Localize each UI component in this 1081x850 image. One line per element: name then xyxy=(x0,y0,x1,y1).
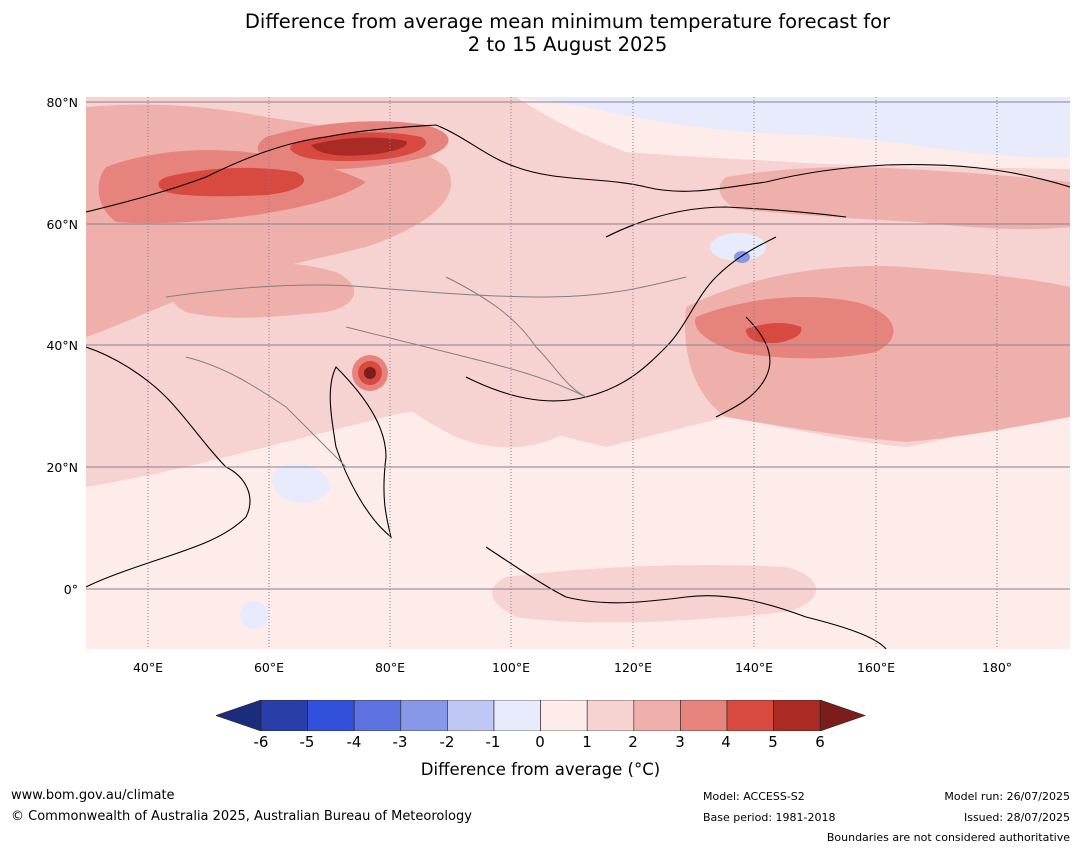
lon-label-100e: 100°E xyxy=(491,660,531,675)
arabia-africa-coastline xyxy=(86,346,251,588)
footer-url[interactable]: www.bom.gov.au/climate xyxy=(11,788,175,803)
warm-anomaly-china xyxy=(366,323,594,448)
hot-anomaly-core-europe xyxy=(158,167,305,197)
footer-base-period: Base period: 1981-2018 xyxy=(703,811,836,824)
hot-anomaly-core-japan xyxy=(746,323,802,344)
arctic-coastline xyxy=(86,124,1070,213)
colorbar-cell xyxy=(400,700,448,731)
colorbar-extend-high xyxy=(819,700,866,731)
colorbar-tick: 3 xyxy=(675,733,685,751)
warm-anomaly-east-siberia xyxy=(719,167,1070,230)
colorbar-tick: -1 xyxy=(485,733,501,751)
colorbar-tick: 0 xyxy=(535,733,545,751)
colorbar-cell xyxy=(307,700,355,731)
forecast-map[interactable] xyxy=(86,97,1070,649)
colorbar-cell xyxy=(633,700,681,731)
graticule xyxy=(86,97,1070,649)
lon-label-40e: 40°E xyxy=(132,660,164,675)
country-boundaries xyxy=(165,276,687,468)
coastlines xyxy=(86,124,1070,649)
boundary-middle-east xyxy=(185,356,347,468)
footer-copyright: © Commonwealth of Australia 2025, Austra… xyxy=(11,809,472,824)
indian-coastline xyxy=(329,366,392,539)
colorbar-cell xyxy=(353,700,402,731)
colorbar-extend-low xyxy=(216,700,262,731)
lat-label-20n: 20°N xyxy=(46,460,78,475)
colorbar-cell xyxy=(447,700,495,731)
colorbar-cell xyxy=(773,700,821,731)
colorbar-tick: -4 xyxy=(346,733,362,751)
lon-label-140e: 140°E xyxy=(734,660,774,675)
colorbar xyxy=(216,700,866,731)
extreme-anomaly-siberia xyxy=(311,137,407,156)
colorbar-tick: -5 xyxy=(299,733,315,751)
lat-label-80n: 80°N xyxy=(46,95,78,110)
colorbar-tick: -2 xyxy=(439,733,455,751)
title-line-2: 2 to 15 August 2025 xyxy=(467,33,668,56)
footer-issued: Issued: 28/07/2025 xyxy=(963,811,1070,824)
cool-patch-arabian-sea xyxy=(272,463,331,503)
lon-label-120e: 120°E xyxy=(613,660,653,675)
boundary-russia-south xyxy=(165,276,687,298)
colorbar-cell xyxy=(540,700,588,731)
lat-label-40n: 40°N xyxy=(46,338,78,353)
colorbar-cell xyxy=(726,700,774,731)
colorbar-cell xyxy=(680,700,728,731)
cool-patch-indian-ocean xyxy=(240,601,268,629)
colorbar-cell xyxy=(586,700,635,731)
lon-label-60e: 60°E xyxy=(253,660,285,675)
boundary-mongolia-china xyxy=(445,276,587,398)
warm-anomaly-central-asia xyxy=(169,262,355,318)
lat-label-60n: 60°N xyxy=(46,217,78,232)
china-coastline xyxy=(465,236,777,402)
japan-coastline xyxy=(715,316,771,418)
arctic-cool-region xyxy=(516,97,1070,158)
colorbar-cell xyxy=(493,700,541,731)
lon-label-160e: 160°E xyxy=(856,660,896,675)
colorbar-tick: 1 xyxy=(582,733,592,751)
cool-patch-okhotsk-core xyxy=(734,251,750,263)
colorbar-tick: -6 xyxy=(253,733,269,751)
title-line-1: Difference from average mean minimum tem… xyxy=(244,10,891,33)
east-siberia-coastline xyxy=(605,206,847,238)
indonesia-coastline xyxy=(485,546,887,649)
footer-model-run: Model run: 26/07/2025 xyxy=(944,790,1070,803)
footer-boundaries-note: Boundaries are not considered authoritat… xyxy=(826,831,1070,844)
colorbar-label: Difference from average (°C) xyxy=(420,760,661,779)
colorbar-tick: 6 xyxy=(815,733,825,751)
boundary-himalaya xyxy=(345,326,587,398)
colorbar-tick: 4 xyxy=(721,733,731,751)
warm-anomaly-pacific xyxy=(685,266,1070,442)
warm-anomaly-indonesia xyxy=(492,565,816,623)
lat-label-0: 0° xyxy=(63,582,78,597)
colorbar-tick: 5 xyxy=(768,733,778,751)
cool-patch-okhotsk xyxy=(710,233,766,261)
map-title: Difference from average mean minimum tem… xyxy=(0,10,1081,56)
colorbar-tick: -3 xyxy=(392,733,408,751)
hotspot-core xyxy=(364,367,376,379)
colorbar-tick: 2 xyxy=(628,733,638,751)
footer-model: Model: ACCESS-S2 xyxy=(703,790,805,803)
lon-label-80e: 80°E xyxy=(374,660,406,675)
lon-label-180: 180° xyxy=(981,660,1013,675)
forecast-map-svg xyxy=(86,97,1070,649)
colorbar-cell xyxy=(260,700,308,731)
